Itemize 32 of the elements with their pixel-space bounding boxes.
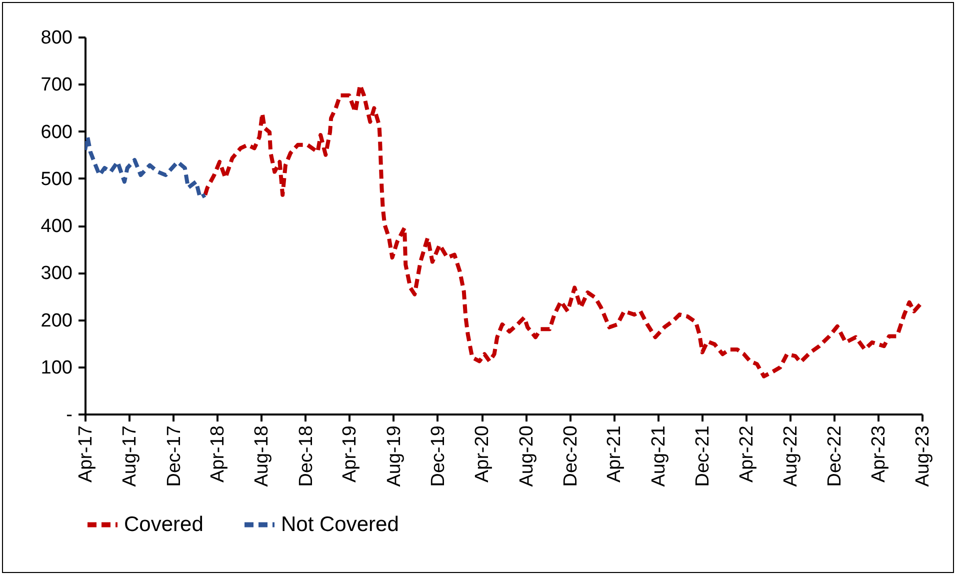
x-tick-label: Aug-22 <box>780 426 802 487</box>
x-tick-label: Apr-20 <box>472 426 494 483</box>
x-tick-label: Dec-22 <box>824 426 846 487</box>
x-tick-label: Aug-19 <box>384 426 405 487</box>
x-tick-label: Apr-18 <box>208 426 229 483</box>
y-tick-label: 500 <box>40 168 72 190</box>
legend-label: Covered <box>124 512 204 536</box>
x-tick-label: Apr-19 <box>340 426 361 483</box>
y-tick-label: 600 <box>40 122 72 143</box>
x-tick-label: Apr-21 <box>604 426 626 483</box>
x-tick-label: Aug-18 <box>252 426 273 487</box>
x-tick-label: Dec-17 <box>164 426 185 487</box>
line-series <box>85 134 208 200</box>
y-tick-label: 400 <box>40 216 72 237</box>
y-tick-label: 200 <box>40 310 72 332</box>
y-tick-label: 700 <box>40 74 72 96</box>
x-tick-label: Aug-23 <box>912 426 934 487</box>
y-tick-label: 800 <box>40 28 72 48</box>
x-tick-label: Aug-20 <box>516 426 538 487</box>
y-tick-label: - <box>66 404 72 426</box>
x-tick-label: Dec-21 <box>692 426 714 487</box>
x-tick-label: Apr-17 <box>76 426 96 483</box>
x-tick-label: Aug-17 <box>120 426 141 487</box>
y-tick-label: 300 <box>40 263 72 284</box>
x-tick-label: Apr-23 <box>868 426 890 483</box>
x-tick-label: Apr-22 <box>736 426 758 483</box>
x-tick-label: Dec-18 <box>296 426 317 487</box>
legend-label: Not Covered <box>281 512 399 536</box>
x-tick-label: Aug-21 <box>648 426 670 487</box>
y-tick-label: 100 <box>40 357 72 378</box>
x-tick-label: Dec-19 <box>428 426 449 487</box>
x-tick-label: Dec-20 <box>560 426 582 487</box>
